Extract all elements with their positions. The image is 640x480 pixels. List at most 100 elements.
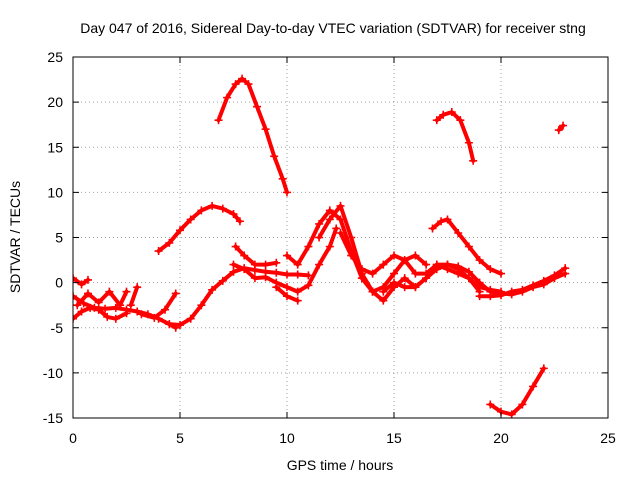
- data-point: [550, 271, 559, 280]
- data-point: [161, 305, 170, 314]
- x-tick-label: 25: [600, 430, 616, 446]
- data-point: [176, 226, 184, 235]
- data-point: [315, 233, 324, 242]
- data-point: [304, 271, 313, 280]
- data-point: [390, 251, 398, 260]
- data-point: [400, 274, 409, 283]
- data-point: [464, 267, 473, 276]
- data-point: [137, 310, 146, 319]
- data-point: [272, 258, 281, 267]
- data-point: [270, 152, 279, 161]
- data-point: [122, 287, 131, 296]
- data-point: [250, 260, 259, 269]
- data-point: [368, 269, 377, 278]
- data-point: [133, 283, 142, 292]
- data-point: [229, 260, 238, 269]
- data-point: [486, 292, 495, 301]
- data-point: [332, 224, 341, 233]
- data-point: [73, 292, 77, 301]
- data-point: [428, 224, 437, 233]
- axis-ticks: 0 5 10 15 20 25 -15 -10 -5 0 5 10 15 20 25: [43, 49, 616, 446]
- data-point: [325, 242, 334, 251]
- data-point: [304, 242, 313, 251]
- data-point: [283, 292, 291, 301]
- data-point: [103, 312, 112, 321]
- data-point: [77, 307, 86, 316]
- y-tick-label: 5: [55, 230, 63, 246]
- data-point: [231, 242, 240, 251]
- data-point: [208, 285, 217, 294]
- data-point: [454, 262, 463, 271]
- data-point: [432, 265, 441, 274]
- data-point: [437, 217, 446, 226]
- data-point: [272, 268, 281, 277]
- data-point: [111, 314, 120, 323]
- data-point: [497, 269, 505, 278]
- data-point: [554, 126, 563, 135]
- data-point: [186, 314, 195, 323]
- data-point: [83, 275, 92, 284]
- data-point: [73, 301, 82, 310]
- data-point: [379, 260, 388, 269]
- data-point: [105, 287, 114, 296]
- data-point: [390, 278, 398, 287]
- y-tick-label: -15: [43, 410, 63, 426]
- data-point: [197, 206, 206, 215]
- data-point: [486, 400, 495, 409]
- data-point: [223, 93, 232, 102]
- data-point: [469, 156, 478, 165]
- data-point: [73, 274, 77, 283]
- data-point: [475, 278, 484, 287]
- y-tick-label: 10: [47, 184, 63, 200]
- series-line-arc-1: [216, 76, 289, 195]
- data-point: [411, 283, 420, 292]
- y-tick-label: 0: [55, 275, 63, 291]
- series-group: [73, 74, 570, 418]
- data-point: [456, 116, 465, 125]
- data-point: [439, 110, 448, 119]
- data-point: [325, 206, 334, 215]
- data-point: [186, 215, 195, 224]
- data-point: [176, 321, 184, 330]
- data-point: [539, 364, 548, 373]
- data-point: [86, 303, 95, 312]
- data-point: [122, 309, 131, 318]
- x-tick-label: 0: [69, 430, 77, 446]
- x-tick-label: 15: [386, 430, 402, 446]
- data-point: [379, 296, 388, 305]
- data-point: [231, 80, 240, 89]
- data-point: [197, 301, 206, 310]
- data-point: [208, 201, 217, 210]
- data-point: [94, 298, 103, 307]
- x-tick-label: 10: [279, 430, 295, 446]
- data-point: [238, 74, 247, 83]
- data-point: [293, 270, 302, 279]
- data-point: [475, 256, 484, 265]
- data-point: [229, 210, 238, 219]
- x-tick-label: 5: [176, 430, 184, 446]
- data-point: [347, 233, 356, 242]
- data-point: [539, 276, 548, 285]
- data-point: [293, 296, 302, 305]
- data-point: [518, 285, 527, 294]
- data-point: [447, 108, 456, 117]
- chart-title: Day 047 of 2016, Sidereal Day-to-day VTE…: [80, 20, 586, 36]
- data-point: [432, 116, 441, 125]
- data-point: [315, 219, 324, 228]
- data-point: [218, 276, 227, 285]
- data-point: [171, 289, 180, 298]
- data-point: [357, 265, 366, 274]
- data-point: [529, 281, 538, 290]
- data-point: [529, 382, 538, 391]
- data-point: [368, 287, 377, 296]
- y-tick-label: 20: [47, 94, 63, 110]
- data-point: [559, 121, 568, 130]
- series-line-arc-11: [139, 291, 178, 320]
- data-point: [411, 251, 420, 260]
- y-tick-label: -10: [43, 365, 63, 381]
- data-point: [293, 260, 302, 269]
- data-point: [165, 320, 174, 329]
- data-point: [272, 283, 281, 292]
- x-axis-label: GPS time / hours: [287, 457, 394, 473]
